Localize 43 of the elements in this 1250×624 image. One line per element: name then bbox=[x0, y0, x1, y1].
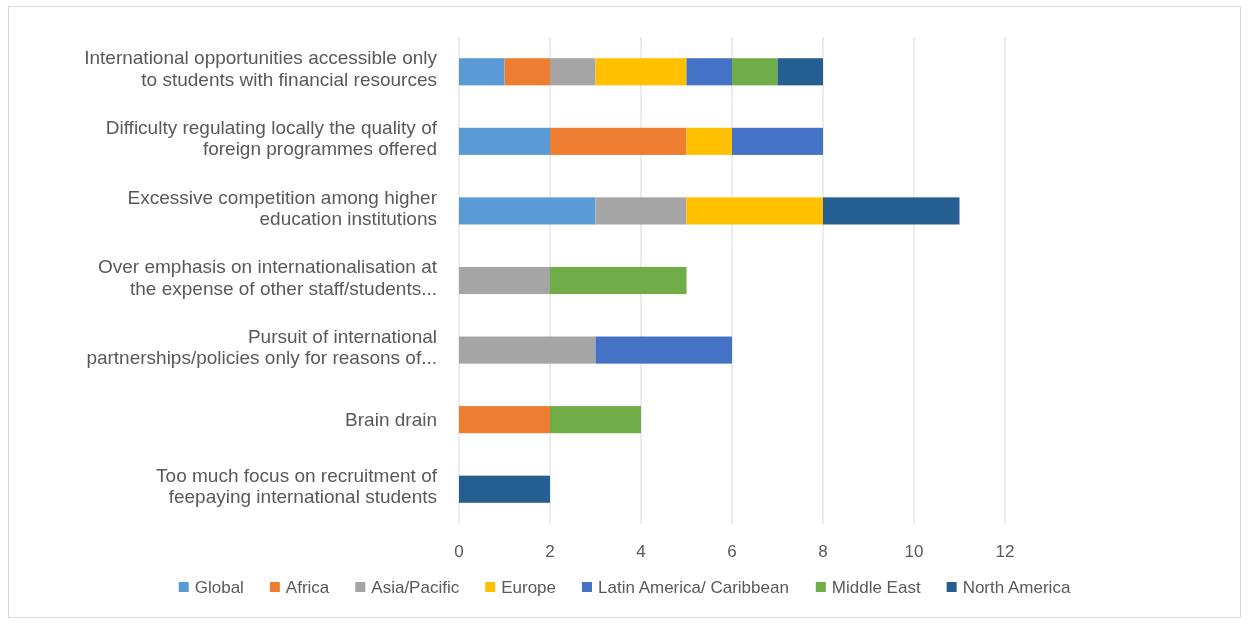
bar bbox=[459, 58, 505, 86]
bar bbox=[686, 127, 732, 155]
y-tick-label: Too much focus on recruitment of feepaying international students bbox=[156, 464, 438, 508]
bar bbox=[550, 127, 687, 155]
bar bbox=[595, 336, 732, 364]
legend-label: Europe bbox=[501, 577, 557, 597]
bar bbox=[777, 58, 823, 86]
bar bbox=[459, 406, 550, 434]
bar bbox=[686, 58, 732, 86]
x-tick-label: 0 bbox=[454, 541, 464, 561]
bar bbox=[459, 197, 596, 225]
x-tick-label: 8 bbox=[818, 541, 828, 561]
bar bbox=[732, 58, 778, 86]
y-tick-label: Excessive competition among higher education institutions bbox=[127, 186, 438, 229]
y-tick-label: Over emphasis on internationalisation at the expense of other staff/students... bbox=[97, 256, 438, 299]
x-tick-label: 10 bbox=[904, 541, 924, 561]
x-tick-label: 4 bbox=[636, 541, 646, 561]
legend-label: Africa bbox=[285, 577, 330, 597]
y-tick-label: Difficulty regulating locally the quality of foreign programmes offered bbox=[105, 117, 438, 160]
bar bbox=[459, 266, 550, 295]
bar bbox=[459, 336, 596, 364]
bar bbox=[823, 197, 960, 225]
x-tick-label: 2 bbox=[545, 541, 555, 561]
legend-label: Global bbox=[194, 577, 244, 597]
bar bbox=[732, 127, 823, 155]
bar bbox=[459, 127, 550, 155]
y-tick-label: International opportunities accessible only to students with financial resources bbox=[84, 47, 438, 90]
legend-label: Asia/Pacific bbox=[371, 577, 460, 597]
legend-label: Latin America/ Caribbean bbox=[598, 577, 789, 597]
bar bbox=[595, 197, 687, 225]
legend-label: North America bbox=[962, 577, 1071, 597]
legend-label: Middle East bbox=[831, 577, 921, 597]
y-tick-label: Pursuit of international partnerships/policies only for reasons of... bbox=[86, 325, 437, 369]
bar bbox=[459, 475, 550, 503]
bar bbox=[686, 197, 823, 225]
bar bbox=[504, 58, 550, 86]
bar bbox=[550, 406, 641, 434]
bar bbox=[550, 266, 687, 295]
y-tick-label: Brain drain bbox=[345, 409, 437, 431]
bar bbox=[595, 58, 687, 86]
x-tick-label: 6 bbox=[727, 541, 737, 561]
bar bbox=[550, 58, 596, 86]
x-tick-label: 12 bbox=[995, 541, 1015, 561]
